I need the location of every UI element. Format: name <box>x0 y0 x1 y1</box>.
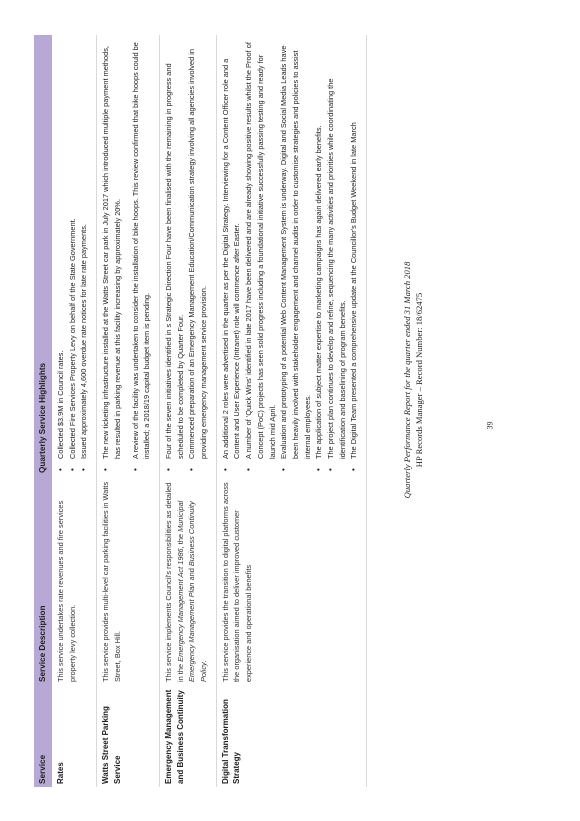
highlights-list: An additional 2 roles were advertised in… <box>220 38 360 473</box>
highlights-cell: Four of the seven initiatives identified… <box>159 35 217 476</box>
table-row: Emergency Management and Business Contin… <box>159 35 217 787</box>
service-description: This service provides the transition to … <box>216 476 367 685</box>
desc-italic-act: Emergency Management Act 1986 <box>175 548 185 662</box>
rotated-page-content: Service Service Description Quarterly Se… <box>34 35 550 787</box>
highlights-cell: Collected $3.9M in Council rates. Collec… <box>52 35 97 476</box>
highlight-item: Collected $3.9M in Council rates. <box>55 38 67 473</box>
highlight-item: Commenced preparation of an Emergency Ma… <box>186 38 209 473</box>
table-row: Watts Street Parking Service This servic… <box>96 35 160 787</box>
service-highlights-table: Service Service Description Quarterly Se… <box>34 35 367 787</box>
highlights-list: Four of the seven initiatives identified… <box>163 38 210 473</box>
service-name: Rates <box>52 685 97 787</box>
table-row: Rates This service undertakes rate reven… <box>52 35 97 787</box>
highlight-item: The application of subject matter expert… <box>313 38 325 473</box>
highlights-list: Collected $3.9M in Council rates. Collec… <box>55 38 90 473</box>
highlights-cell: An additional 2 roles were advertised in… <box>216 35 367 476</box>
highlight-item: Evaluation and prototyping of a potentia… <box>278 38 313 473</box>
highlight-item: Four of the seven initiatives identified… <box>163 38 186 473</box>
table-header-row: Service Service Description Quarterly Se… <box>34 35 52 787</box>
service-description: This service provides multi-level car pa… <box>96 476 160 685</box>
service-name: Watts Street Parking Service <box>96 685 160 787</box>
header-service-description: Service Description <box>34 476 52 685</box>
page-footer: Quarterly Performance Report for the qua… <box>401 215 425 545</box>
service-name: Emergency Management and Business Contin… <box>159 685 217 787</box>
service-name: Digital Transformation Strategy <box>216 685 367 787</box>
highlight-item: The project plan continues to develop an… <box>325 38 348 473</box>
footer-record-number: HP Records Manager – Record Number: 18/6… <box>414 292 424 468</box>
highlight-item: A number of 'Quick Wins' identified in l… <box>243 38 278 473</box>
highlight-item: A review of the facility was undertaken … <box>130 38 153 473</box>
table-row: Digital Transformation Strategy This ser… <box>216 35 367 787</box>
desc-text: . <box>199 660 209 663</box>
service-description: This service implements Council's respon… <box>159 476 217 685</box>
highlights-cell: The new ticketing infrastructure install… <box>96 35 160 476</box>
header-service: Service <box>34 685 52 787</box>
service-description: This service undertakes rate revenues an… <box>52 476 97 685</box>
page-number: 39 <box>485 421 495 430</box>
desc-text: and <box>187 566 197 583</box>
highlights-list: The new ticketing infrastructure install… <box>100 38 153 473</box>
header-quarterly-highlights: Quarterly Service Highlights <box>34 35 52 476</box>
highlight-item: Collected Fire Services Property Levy on… <box>67 38 79 473</box>
highlight-item: The Digital Team presented a comprehensi… <box>348 38 360 473</box>
highlight-item: The new ticketing infrastructure install… <box>100 38 123 473</box>
highlight-item: An additional 2 roles were advertised in… <box>220 38 243 473</box>
highlight-item: Issued approximately 4,600 overdue rate … <box>78 38 90 473</box>
footer-report-title: Quarterly Performance Report for the qua… <box>402 261 412 499</box>
desc-text: , the <box>175 531 185 549</box>
